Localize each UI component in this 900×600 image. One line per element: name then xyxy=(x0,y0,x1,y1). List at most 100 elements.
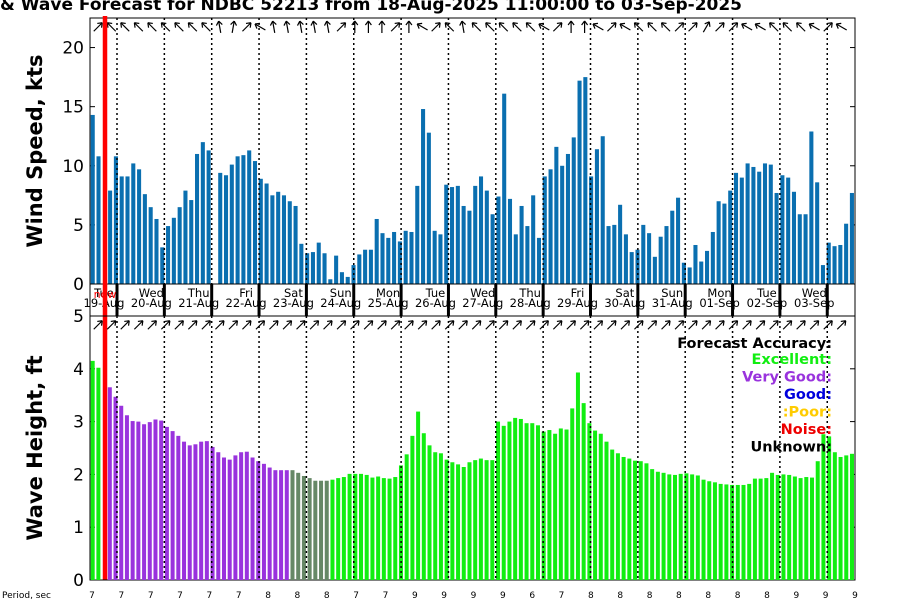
wind-y-axis-label: Wind Speed, kts xyxy=(23,54,47,247)
wave-bar xyxy=(341,477,346,580)
wind-bar xyxy=(565,153,570,284)
wave-bar xyxy=(244,451,249,580)
wave-bar xyxy=(541,431,546,580)
wind-bar xyxy=(264,183,269,284)
wind-bar xyxy=(339,272,344,284)
period-value: 8 xyxy=(295,591,301,600)
period-row: Period, sec 7 7 7 7 7 7 8 8 8 7 7 9 9 9 9 6 7 8 8 8 8 8 8 8 9 9 9 xyxy=(2,591,858,600)
wave-bar xyxy=(273,470,278,580)
wave-bar xyxy=(644,463,649,580)
wave-direction-arrow xyxy=(336,320,347,330)
wind-direction-arrow xyxy=(323,20,331,34)
wave-bar xyxy=(832,452,837,580)
date-label: 27-Aug xyxy=(462,296,503,310)
wind-direction-arrow xyxy=(215,20,223,34)
date-label: 22-Aug xyxy=(226,296,267,310)
wind-direction-arrow xyxy=(242,22,252,32)
wind-bar xyxy=(768,164,773,284)
legend-entry: Good: xyxy=(784,387,832,403)
wave-ytick-label: 2 xyxy=(73,465,84,485)
wave-bar xyxy=(593,430,598,580)
wave-bar xyxy=(387,478,392,580)
wave-bar xyxy=(170,431,175,580)
date-label: 24-Aug xyxy=(320,296,361,310)
wave-bar xyxy=(279,470,284,580)
wave-direction-arrow xyxy=(634,320,644,330)
day-of-week-label: Wed xyxy=(470,286,495,300)
wind-bar xyxy=(687,267,692,284)
wave-direction-arrow xyxy=(566,320,576,330)
wind-bar xyxy=(478,176,484,284)
wave-bar xyxy=(284,470,289,580)
wind-bar xyxy=(293,205,298,284)
wind-bar xyxy=(693,244,698,284)
wind-bar xyxy=(623,234,628,284)
wind-bar xyxy=(606,226,611,284)
wind-bar xyxy=(241,155,246,284)
wind-bar xyxy=(733,172,739,284)
period-value: 7 xyxy=(559,591,565,600)
wind-bar xyxy=(560,165,565,284)
wind-direction-arrow xyxy=(808,22,820,31)
wind-bar xyxy=(374,218,379,284)
day-of-week-label: Fri xyxy=(239,286,253,300)
wave-direction-arrow xyxy=(282,320,293,330)
wave-bar xyxy=(598,433,603,580)
wave-direction-arrow xyxy=(715,320,725,330)
wave-bar xyxy=(444,459,449,580)
wave-bar xyxy=(558,428,563,580)
wind-bar xyxy=(496,196,501,284)
wind-bar xyxy=(183,190,188,284)
wave-direction-arrow xyxy=(323,320,333,330)
wind-direction-arrow xyxy=(93,22,103,32)
wave-direction-arrow xyxy=(620,320,631,330)
wave-bar xyxy=(695,475,700,580)
wind-bar xyxy=(548,169,553,284)
wind-bar xyxy=(670,210,675,284)
wave-direction-arrow xyxy=(498,320,509,330)
wind-direction-arrow xyxy=(619,22,631,31)
wind-direction-arrow xyxy=(160,22,171,32)
wind-direction-arrow xyxy=(120,22,130,32)
period-value: 9 xyxy=(793,591,799,600)
wind-bar xyxy=(525,226,530,284)
wind-direction-arrow xyxy=(567,20,575,33)
wind-bar xyxy=(774,192,779,284)
wave-height-panel: 0 1 2 3 4 5 Wave Height, ft Forecast Accuracy:E… xyxy=(2,307,858,600)
wind-bar xyxy=(629,252,634,284)
wave-bar xyxy=(815,461,820,580)
wave-bar xyxy=(678,473,683,580)
day-of-week-label: Wed xyxy=(139,286,164,300)
wave-bar xyxy=(513,417,518,580)
day-of-week-label: Mon xyxy=(376,286,400,300)
wave-bar xyxy=(581,403,586,580)
date-label: 02-Sep xyxy=(747,296,787,310)
wave-bar xyxy=(290,470,295,580)
wind-bar xyxy=(589,176,594,284)
date-label: 21-Aug xyxy=(178,296,219,310)
wind-bar xyxy=(710,231,715,284)
wind-bar xyxy=(131,163,136,284)
wind-bar xyxy=(664,226,669,284)
wave-bar xyxy=(187,445,192,580)
date-label: 31-Aug xyxy=(652,296,693,310)
wind-direction-arrow xyxy=(147,22,157,32)
wind-bar xyxy=(177,207,182,284)
wave-direction-arrow xyxy=(309,320,320,330)
wave-bar xyxy=(450,462,455,580)
wind-bar xyxy=(757,171,762,284)
day-of-week-label: Tue xyxy=(425,286,446,300)
wave-bar xyxy=(256,461,261,580)
wind-direction-arrow xyxy=(201,22,211,32)
legend-entry: Excellent: xyxy=(751,352,832,368)
wind-bar xyxy=(328,279,333,284)
date-label: 03-Sep xyxy=(794,296,834,310)
wave-bar xyxy=(381,478,386,580)
wind-ytick-label: 20 xyxy=(62,39,84,59)
wind-direction-arrow xyxy=(269,20,277,34)
wave-direction-arrow xyxy=(160,320,171,330)
wind-bar xyxy=(716,201,721,284)
